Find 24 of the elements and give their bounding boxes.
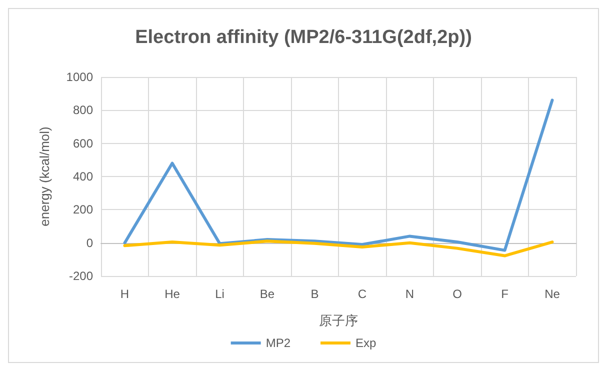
line-series <box>123 98 554 252</box>
x-tick-label: Ne <box>544 287 560 301</box>
x-tick-label: F <box>501 287 508 301</box>
legend-label: Exp <box>356 336 376 350</box>
x-tick-label: Li <box>215 287 224 301</box>
x-tick-label: N <box>405 287 414 301</box>
x-tick-label: Be <box>260 287 275 301</box>
y-tick-label: 400 <box>72 170 94 184</box>
y-tick-label: 200 <box>72 202 94 217</box>
y-axis-title: energy (kcal/mol) <box>37 126 52 226</box>
line-series <box>123 240 554 258</box>
legend-label: MP2 <box>266 336 291 350</box>
x-tick-label: H <box>120 287 130 301</box>
y-tick-label: 1000 <box>66 70 94 84</box>
y-tick-label: -200 <box>68 269 94 283</box>
x-tick-label: C <box>358 287 367 301</box>
x-tick-label: He <box>164 287 180 301</box>
y-tick-label: 0 <box>86 236 94 250</box>
x-tick-label: B <box>310 287 319 301</box>
y-tick-label: 600 <box>72 136 94 150</box>
x-tick-label: O <box>452 287 462 301</box>
x-axis-title: 原子序 <box>319 313 358 328</box>
chart-title: Electron affinity (MP2/6-311G(2df,2p)) <box>135 27 472 48</box>
y-tick-label: 800 <box>72 103 94 118</box>
